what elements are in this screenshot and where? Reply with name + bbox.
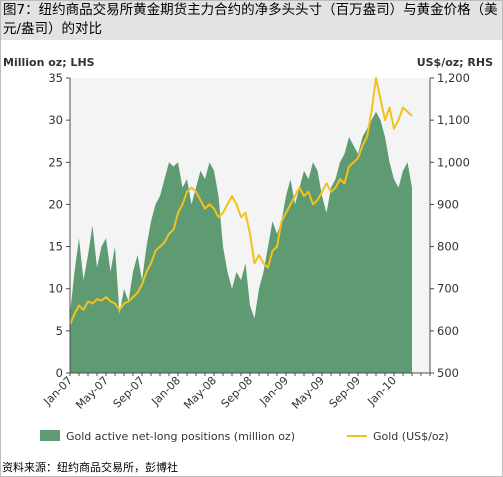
x-tick-label: Jan-09 [257,374,292,409]
x-tick-label: Sep-08 [219,374,256,411]
x-tick-label: May-07 [73,374,111,412]
left-tick-label: 5 [56,324,63,338]
source-note: 资料来源：纽约商品交易所，彭博社 [2,461,178,474]
left-tick-label: 30 [48,113,63,127]
left-tick-label: 0 [56,366,63,380]
x-tick-label: Sep-07 [111,374,148,411]
x-tick-label: Jan-08 [149,374,184,409]
right-tick-label: 800 [437,240,459,254]
right-tick-label: 1,100 [437,113,470,127]
x-tick-label: May-08 [181,374,219,412]
left-tick-label: 10 [48,282,63,296]
right-tick-label: 900 [437,197,459,211]
legend-line-label: Gold (US$/oz) [373,430,449,443]
legend-area-swatch [40,430,60,441]
title-bar: 图7：纽约商品交易所黄金期货主力合约的净多头头寸（百万盎司）与黄金价格（美元/盎… [0,0,503,40]
legend-area-label: Gold active net-long positions (million … [66,430,295,443]
x-tick-label: May-09 [289,374,327,412]
right-tick-label: 1,000 [437,155,470,169]
net-long-area [70,111,412,373]
right-axis-label: US$/oz; RHS [417,56,493,69]
left-tick-label: 35 [48,71,63,85]
x-tick-label: Jan-10 [365,374,400,409]
x-tick-label: Sep-09 [327,374,364,411]
right-tick-label: 1,200 [437,71,470,85]
right-tick-label: 500 [437,366,459,380]
right-tick-label: 600 [437,324,459,338]
left-tick-label: 15 [48,240,63,254]
left-tick-label: 20 [48,197,63,211]
left-axis-label: Million oz; LHS [3,56,95,69]
chart-title: 图7：纽约商品交易所黄金期货主力合约的净多头头寸（百万盎司）与黄金价格（美元/盎… [3,2,498,37]
left-tick-label: 25 [48,155,63,169]
right-tick-label: 700 [437,282,459,296]
gold-price-line [69,77,413,325]
